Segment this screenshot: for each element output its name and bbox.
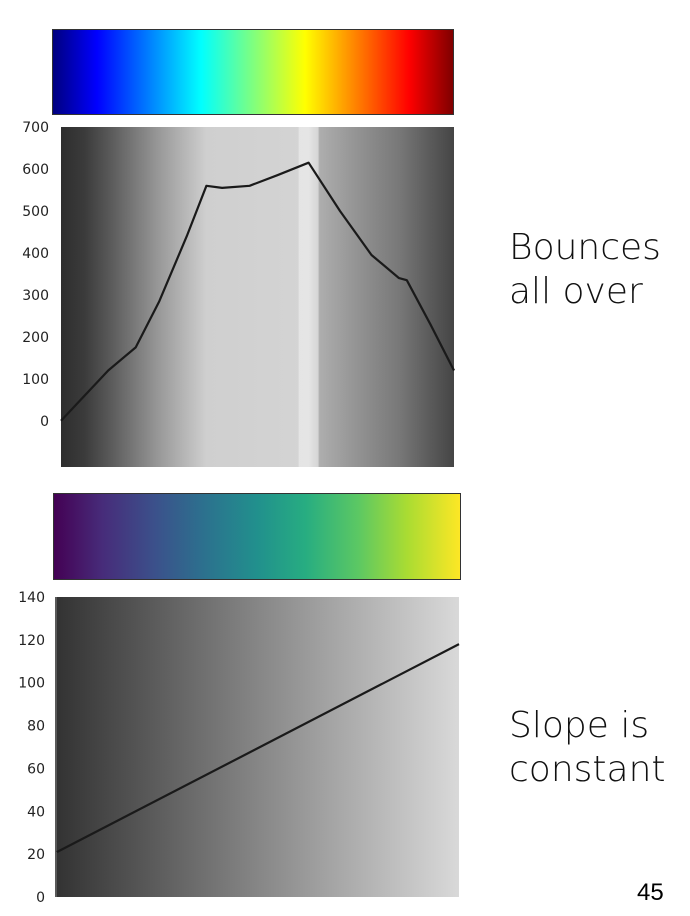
y-tick-label: 200 (22, 330, 49, 346)
caption-line: Slope is (509, 705, 650, 746)
y-tick-label: 80 (27, 719, 45, 735)
caption-line: all over (509, 271, 643, 312)
y-tick-label: 20 (27, 847, 45, 863)
y-tick-label: 100 (22, 372, 49, 388)
caption-line: constant (509, 749, 666, 790)
y-tick-label: 40 (27, 804, 45, 820)
y-tick-label: 100 (18, 676, 45, 692)
y-tick-label: 0 (36, 890, 45, 906)
caption-line: Bounces (509, 227, 661, 268)
y-tick-label: 600 (22, 162, 49, 178)
caption-bounces: Bounces all over (509, 226, 661, 314)
caption-slope: Slope is constant (509, 704, 666, 792)
y-tick-label: 120 (18, 633, 45, 649)
y-tick-label: 60 (27, 761, 45, 777)
page-number: 45 (637, 879, 664, 906)
series-line (56, 643, 460, 853)
viridis-colorbar (53, 493, 461, 580)
chart-background-bright-band (298, 127, 319, 467)
y-tick-label: 700 (22, 120, 49, 136)
y-tick-label: 500 (22, 204, 49, 220)
y-tick-label: 400 (22, 246, 49, 262)
jet-colorbar (52, 29, 454, 115)
y-tick-label: 300 (22, 288, 49, 304)
series-line (60, 161, 455, 422)
y-tick-label: 140 (18, 590, 45, 606)
y-tick-label: 0 (40, 414, 49, 430)
